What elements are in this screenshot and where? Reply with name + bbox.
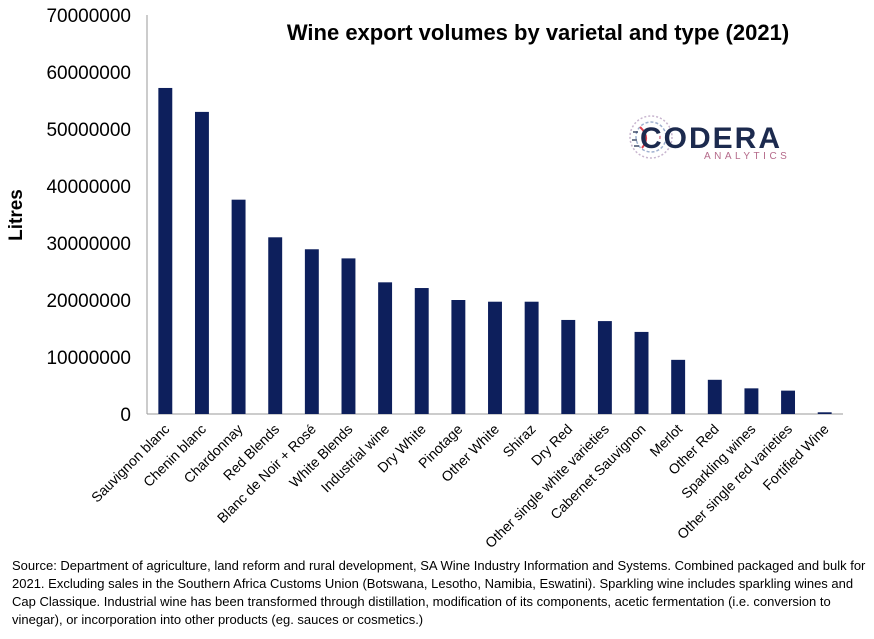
logo-circle-icon: [629, 115, 673, 159]
y-tick-label: 20000000: [46, 291, 131, 312]
bar: [231, 199, 246, 414]
y-tick-label: 10000000: [46, 348, 131, 369]
codera-logo: CODERA ANALYTICS: [629, 115, 790, 162]
chart-title: Wine export volumes by varietal and type…: [287, 20, 789, 45]
y-tick-label: 0: [120, 405, 131, 426]
y-axis-label: Litres: [6, 189, 27, 241]
y-axis-ticks: 0 10000000 20000000 30000000 40000000 5000000…: [46, 6, 131, 426]
bar: [561, 319, 576, 414]
y-tick-label: 50000000: [46, 120, 131, 141]
bar: [378, 282, 393, 414]
bar: [451, 300, 466, 414]
logo-tagline: ANALYTICS: [704, 151, 790, 162]
source-note: Source: Department of agriculture, land …: [12, 558, 866, 627]
bar: [707, 379, 722, 414]
y-tick-label: 40000000: [46, 177, 131, 198]
bar: [304, 249, 319, 414]
bar: [817, 412, 832, 414]
y-tick-label: 70000000: [46, 6, 131, 27]
bar: [414, 288, 429, 414]
bar: [158, 87, 173, 415]
y-tick-label: 60000000: [46, 63, 131, 84]
bar: [671, 359, 686, 414]
bar: [744, 388, 759, 414]
bar: [781, 390, 796, 414]
bar: [634, 331, 649, 414]
bar: [524, 301, 539, 414]
logo-name: CODERA: [640, 122, 782, 155]
bars: [158, 87, 832, 415]
bar: [194, 111, 209, 415]
bar: [488, 301, 502, 414]
bar: [268, 237, 283, 414]
bar: [597, 321, 612, 414]
bar: [341, 258, 356, 414]
bar-chart: 0 10000000 20000000 30000000 40000000 5000000…: [6, 6, 843, 551]
y-tick-label: 30000000: [46, 234, 131, 255]
